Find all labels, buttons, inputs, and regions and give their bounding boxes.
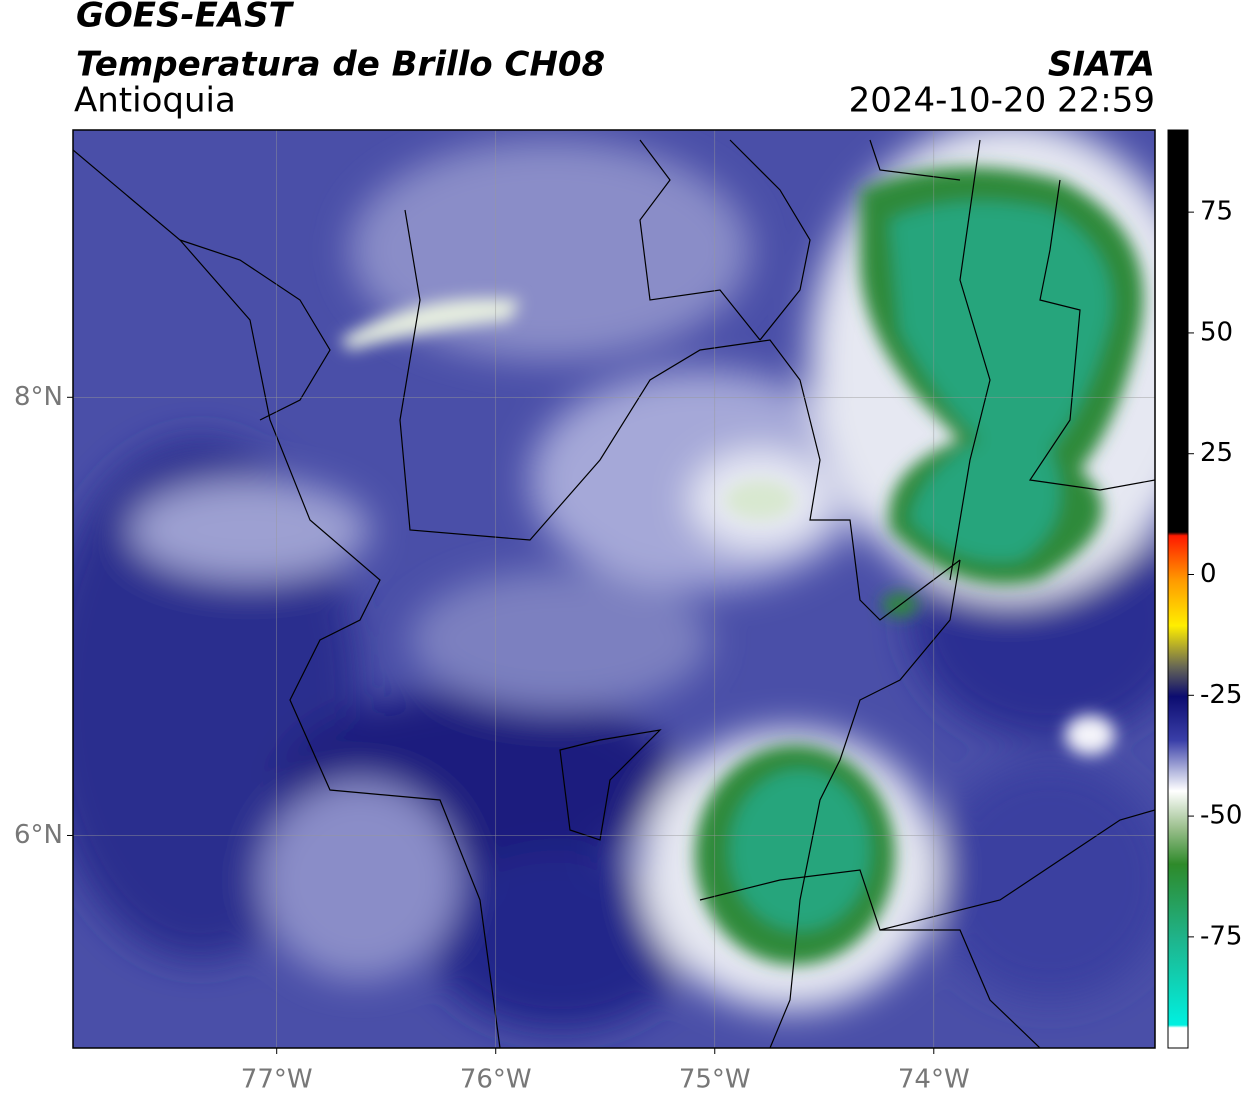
region: Antioquia	[74, 81, 236, 121]
colorbar-tick-label: -25	[1200, 680, 1242, 710]
satellite-image	[73, 130, 1155, 1048]
colorbar-tick-label: 50	[1200, 317, 1233, 347]
map-frame	[72, 129, 1156, 1049]
colorbar-tick-label: 0	[1200, 559, 1217, 589]
borders	[73, 139, 1155, 1048]
colorbar-tick-label: -75	[1200, 921, 1242, 951]
colorbar-tick-label: -50	[1200, 801, 1242, 831]
title: GOES-EAST	[76, 0, 295, 36]
source: SIATA	[1048, 45, 1155, 85]
colorbar-tick-label: 25	[1200, 438, 1233, 468]
grid	[73, 130, 1155, 1048]
x-tick-label: 76°W	[460, 1065, 532, 1095]
y-tick-label: 6°N	[14, 820, 63, 850]
x-tick-label: 74°W	[898, 1065, 970, 1095]
x-tick-label: 77°W	[241, 1065, 313, 1095]
colorbar	[1167, 129, 1189, 1049]
subtitle: Temperatura de Brillo CH08	[76, 45, 605, 85]
colorbar-tick-label: 75	[1200, 197, 1233, 227]
timestamp: 2024-10-20 22:59	[849, 81, 1155, 121]
y-tick-label: 8°N	[14, 382, 63, 412]
x-tick-label: 75°W	[679, 1065, 751, 1095]
